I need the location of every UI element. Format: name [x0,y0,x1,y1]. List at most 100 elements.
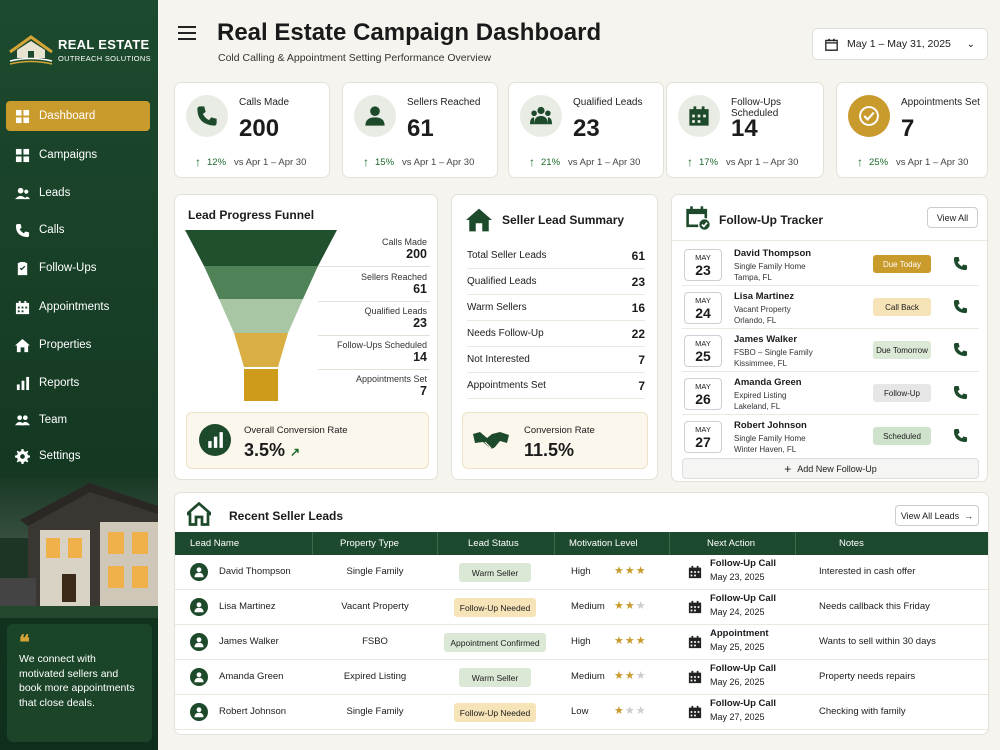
sidebar-item-dashboard[interactable]: Dashboard [6,101,150,131]
stat-change: 17% [699,156,719,168]
date-badge: MAY 26 [684,378,722,410]
funnel-segment [185,230,337,266]
funnel-stage-follow-ups: Follow-Ups Scheduled 14 [337,340,427,364]
lead-name: Robert Johnson [219,706,287,717]
main-content: Real Estate Campaign Dashboard Cold Call… [158,0,1000,750]
phone-icon[interactable] [953,256,968,271]
table-row[interactable]: Amanda Green Expired Listing Warm Seller Me… [175,660,988,695]
add-follow-up-button[interactable]: + Add New Follow-Up [682,458,979,479]
date-range-picker[interactable]: May 1 – May 31, 2025 ⌄ [812,28,988,60]
arrow-up-icon: ↑ [529,155,535,169]
lead-status-badge: Follow-Up Needed [454,598,536,617]
lead-funnel-card: Lead Progress Funnel Calls Made 200 Selle… [174,194,438,480]
sidebar-item-properties[interactable]: Properties [6,330,150,360]
funnel-stage-value: 14 [413,350,427,364]
phone-icon[interactable] [953,428,968,443]
sidebar-item-leads[interactable]: Leads [6,178,150,208]
location: Kissimmee, FL [734,359,787,368]
house-logo-icon [9,35,53,65]
lead-notes: Checking with family [819,706,906,717]
table-row[interactable]: James Walker FSBO Appointment Confirmed Hig… [175,625,988,660]
follow-up-item[interactable]: MAY 27 Robert Johnson Single Family Home … [682,415,979,458]
calendar-icon [688,670,702,684]
sidebar-item-campaigns[interactable]: Campaigns [6,140,150,170]
stat-card-follow-ups: Follow-Ups Scheduled 14 ↑ 17% vs Apr 1 – A… [666,82,824,178]
table-row[interactable]: Lisa Martinez Vacant Property Follow-Up Ne… [175,590,988,625]
motivation-stars: ★★★ [614,669,647,682]
stat-card-sellers-reached: Sellers Reached 61 ↑ 15% vs Apr 1 – Apr 30 [342,82,498,178]
hamburger-menu-icon[interactable] [178,26,196,42]
stat-trend: ↑ 21% vs Apr 1 – Apr 30 [529,155,640,169]
funnel-stage-value: 7 [420,384,427,398]
property-type: FSBO [362,636,388,647]
summary-row: Qualified Leads 23 [467,269,645,295]
stat-card-calls-made: Calls Made 200 ↑ 12% vs Apr 1 – Apr 30 [174,82,330,178]
stat-label: Qualified Leads [573,97,643,108]
stat-change: 15% [375,156,395,168]
conversion-value-text: 3.5% [244,440,286,460]
phone-icon[interactable] [953,342,968,357]
phone-icon[interactable] [953,299,968,314]
funnel-title: Lead Progress Funnel [188,208,315,222]
brand-logo[interactable]: REAL ESTATE OUTREACH SOLUTIONS [8,34,151,66]
next-action: Follow-Up Call [710,558,776,569]
property-type: Single Family Home [734,262,806,271]
column-divider [312,532,313,555]
phone-icon[interactable] [953,385,968,400]
brand-title: REAL ESTATE [58,37,150,52]
summary-title: Seller Lead Summary [502,213,625,227]
date-day: 26 [695,391,711,407]
sidebar-item-label: Dashboard [39,110,96,122]
grid-icon [14,108,30,124]
lead-status-badge: Follow-Up Needed [454,703,536,722]
lead-notes: Interested in cash offer [819,566,916,577]
tracker-title: Follow-Up Tracker [719,213,824,227]
lead-status-badge: Appointment Confirmed [444,633,546,652]
sidebar-item-team[interactable]: Team [6,405,150,435]
next-action-date: May 26, 2025 [710,677,765,687]
view-all-leads-button[interactable]: View All Leads → [895,505,979,526]
table-row[interactable]: Robert Johnson Single Family Follow-Up Nee… [175,695,988,730]
page-subtitle: Cold Calling & Appointment Setting Perfo… [218,52,492,64]
sidebar-item-follow-ups[interactable]: Follow-Ups [6,253,150,283]
date-month: MAY [695,253,711,262]
date-month: MAY [695,382,711,391]
sidebar-item-settings[interactable]: Settings [6,441,150,471]
location: Tampa, FL [734,273,772,282]
column-divider [669,532,670,555]
add-follow-up-label: Add New Follow-Up [797,463,877,474]
view-all-leads-label: View All Leads [900,510,960,521]
summary-label: Appointments Set [467,380,546,391]
sidebar: REAL ESTATE OUTREACH SOLUTIONS Dashboard… [0,0,158,750]
star-icon: ★ [635,670,647,682]
contact-name: Amanda Green [734,377,802,388]
summary-value: 16 [631,300,645,315]
brand-subtitle: OUTREACH SOLUTIONS [58,54,151,63]
lead-notes: Property needs repairs [819,671,916,682]
column-header: Lead Name [190,538,240,549]
stat-label: Appointments Set [901,97,980,108]
person-icon [190,598,208,616]
next-action-date: May 25, 2025 [710,642,765,652]
follow-up-item[interactable]: MAY 25 James Walker FSBO – Single Family … [682,329,979,372]
tracker-divider [672,240,989,241]
table-row[interactable]: David Thompson Single Family Warm Seller Hi… [175,555,988,590]
view-all-button[interactable]: View All [927,207,978,228]
motivation-level: Medium [571,671,605,682]
stat-change: 12% [207,156,227,168]
conversion-rate-box: Conversion Rate 11.5% [462,412,648,469]
sidebar-item-calls[interactable]: Calls [6,215,150,245]
property-type: Vacant Property [341,601,409,612]
summary-label: Total Seller Leads [467,250,547,261]
follow-up-item[interactable]: MAY 24 Lisa Martinez Vacant Property Orla… [682,286,979,329]
sidebar-item-label: Team [39,414,68,426]
follow-up-item[interactable]: MAY 23 David Thompson Single Family Home … [682,243,979,286]
follow-up-item[interactable]: MAY 26 Amanda Green Expired Listing Lakel… [682,372,979,415]
next-action: Follow-Up Call [710,698,776,709]
sidebar-item-label: Properties [39,339,92,351]
date-badge: MAY 27 [684,421,722,453]
sidebar-item-appointments[interactable]: Appointments [6,292,150,322]
status-badge: Scheduled [873,427,931,445]
sidebar-item-reports[interactable]: Reports [6,368,150,398]
stat-card-qualified-leads: Qualified Leads 23 ↑ 21% vs Apr 1 – Apr 30 [508,82,664,178]
